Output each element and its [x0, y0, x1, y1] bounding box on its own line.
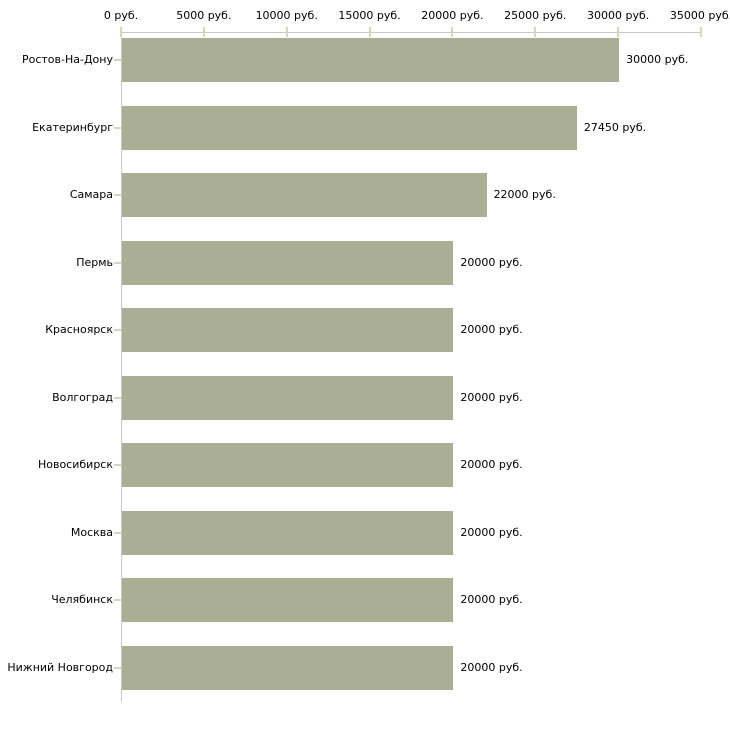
value-label: 20000 руб.: [460, 390, 523, 404]
x-axis-tick-label: 0 руб.: [103, 9, 139, 22]
x-axis-tick: [534, 27, 537, 37]
value-label: 22000 руб.: [493, 188, 556, 201]
y-axis-line: [121, 32, 122, 702]
category-label: Пермь: [76, 255, 113, 269]
category-tick: [114, 666, 121, 669]
x-axis-tick-label: 30000 руб.: [587, 9, 650, 22]
category-label: Нижний Новгород: [7, 660, 113, 674]
category-tick: [114, 531, 121, 534]
value-label: 27450 руб.: [583, 120, 647, 134]
value-label: 20000 руб.: [460, 525, 523, 539]
category-label: Новосибирск: [37, 458, 113, 471]
x-axis-tick-label: 15000 руб.: [338, 9, 401, 22]
bar: [122, 645, 454, 690]
x-axis-tick-label: 35000 руб.: [669, 9, 730, 22]
value-label: 20000 руб.: [460, 593, 523, 606]
bar: [122, 240, 454, 285]
value-label: 20000 руб.: [460, 458, 523, 471]
x-axis-tick: [368, 27, 371, 37]
category-label: Москва: [70, 525, 113, 539]
category-label: Самара: [69, 188, 113, 201]
x-axis-tick: [617, 27, 620, 37]
category-tick: [114, 59, 121, 61]
category-label: Ростов-На-Дону: [21, 53, 113, 66]
category-tick: [114, 194, 121, 196]
x-axis-tick: [451, 27, 454, 37]
category-label: Красноярск: [45, 323, 113, 336]
value-label: 20000 руб.: [460, 255, 523, 269]
value-label: 30000 руб.: [626, 53, 689, 66]
category-label: Екатеринбург: [32, 120, 113, 134]
x-axis-tick-label: 5000 руб.: [176, 9, 232, 22]
bar: [122, 38, 620, 82]
category-tick: [114, 464, 121, 466]
x-axis-tick-label: 10000 руб.: [255, 9, 318, 22]
bar: [122, 173, 487, 217]
x-axis-line: [121, 32, 702, 33]
value-label: 20000 руб.: [460, 323, 523, 336]
category-tick: [114, 261, 121, 264]
category-tick: [114, 126, 121, 129]
x-axis-tick-label: 25000 руб.: [504, 9, 567, 22]
category-tick: [114, 599, 121, 601]
x-axis-tick: [202, 27, 205, 37]
bar: [122, 105, 577, 150]
bar: [122, 510, 454, 555]
x-axis-tick: [120, 27, 122, 37]
category-label: Волгоград: [52, 390, 113, 404]
x-axis-tick: [285, 27, 288, 37]
bar: [122, 578, 454, 622]
bar: [122, 443, 454, 487]
category-label: Челябинск: [51, 593, 113, 606]
bar: [122, 308, 454, 352]
x-axis-tick: [700, 27, 702, 37]
value-label: 20000 руб.: [460, 660, 523, 674]
category-tick: [114, 329, 121, 331]
category-tick: [114, 396, 121, 399]
x-axis-tick-label: 20000 руб.: [421, 9, 484, 22]
bar: [122, 375, 454, 420]
